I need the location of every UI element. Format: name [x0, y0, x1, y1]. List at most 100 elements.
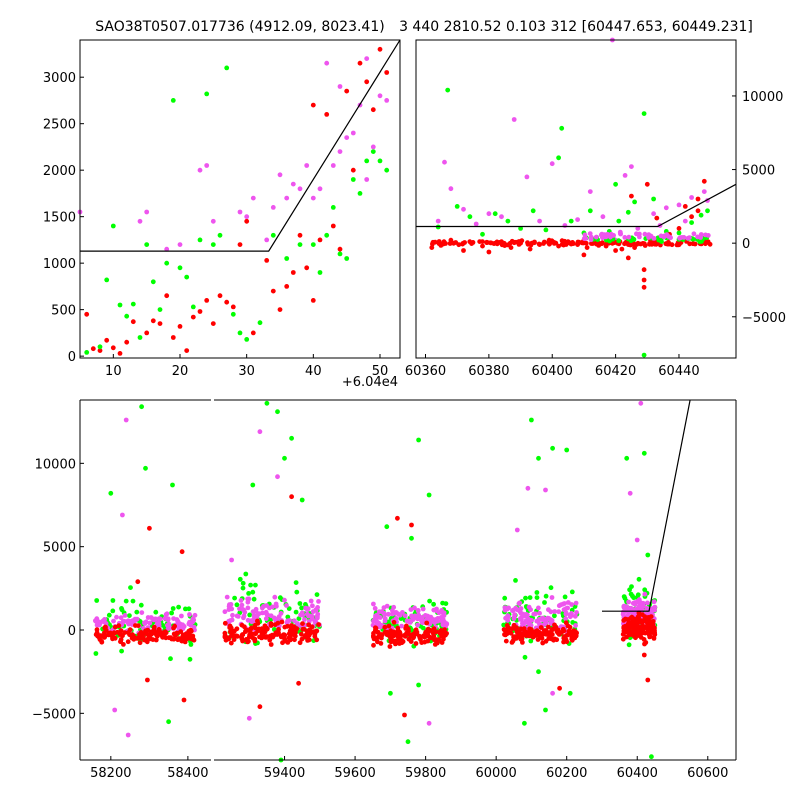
- bottom-y-tick-label: 5000: [43, 541, 76, 556]
- bottom-point: [293, 630, 298, 635]
- bottom-point: [628, 605, 634, 611]
- bottom-point: [263, 616, 269, 622]
- top-left-point: [210, 321, 216, 326]
- bottom-point: [386, 623, 392, 629]
- bottom-point: [145, 615, 151, 620]
- bottom-point: [641, 652, 647, 658]
- bottom-point: [263, 610, 269, 616]
- bottom-point: [549, 632, 555, 637]
- bottom-point: [175, 630, 180, 636]
- bottom-point: [247, 627, 253, 633]
- bottom-point: [304, 607, 310, 612]
- bottom-point: [128, 585, 133, 590]
- bottom-point: [563, 611, 569, 617]
- bottom-point: [641, 618, 646, 623]
- bottom-point: [546, 607, 551, 613]
- bottom-point: [409, 535, 414, 541]
- top-left-point: [364, 158, 370, 164]
- top-right-point: [593, 234, 599, 240]
- top-right-point: [527, 246, 533, 252]
- top-right-point: [467, 214, 473, 220]
- top-left-point: [310, 195, 316, 201]
- top-right-point: [608, 234, 613, 240]
- top-right-point: [701, 178, 707, 184]
- top-right-point: [634, 231, 639, 237]
- bottom-point: [563, 616, 569, 622]
- bottom-point: [556, 609, 562, 615]
- bottom-point: [228, 640, 234, 646]
- bottom-point: [420, 606, 426, 612]
- top-right-point: [575, 217, 580, 223]
- top-right-point: [616, 238, 622, 244]
- bottom-point: [246, 638, 251, 644]
- bottom-point: [546, 624, 551, 630]
- bottom-point: [636, 576, 642, 582]
- bottom-point: [402, 712, 407, 718]
- top-right-point: [571, 241, 576, 247]
- bottom-point: [251, 596, 257, 602]
- top-right-point: [613, 181, 618, 187]
- bottom-point: [103, 627, 109, 633]
- top-right-point: [524, 174, 530, 180]
- top-left-point: [370, 149, 376, 155]
- bottom-point: [627, 490, 633, 496]
- bottom-point: [514, 527, 520, 533]
- top-right-point: [442, 159, 447, 165]
- bottom-point: [315, 605, 320, 610]
- bottom-point: [564, 447, 570, 453]
- bottom-point: [267, 637, 273, 643]
- bottom-point: [139, 610, 145, 615]
- top-right-y-tick-label: 0: [742, 237, 750, 252]
- bottom-point: [439, 640, 445, 645]
- bottom-point: [525, 612, 530, 618]
- bottom-point: [246, 715, 252, 721]
- bottom-point: [371, 601, 376, 607]
- bottom-point: [522, 629, 527, 635]
- top-left-point: [170, 335, 176, 340]
- bottom-point: [166, 635, 172, 641]
- top-right-point: [511, 240, 517, 246]
- top-right-point: [703, 241, 708, 247]
- top-left-point: [297, 242, 303, 248]
- bottom-point: [505, 617, 511, 623]
- bottom-point: [397, 612, 403, 618]
- bottom-point: [381, 605, 387, 611]
- bottom-point: [122, 618, 127, 624]
- top-left-point: [110, 223, 116, 229]
- bottom-point: [378, 641, 384, 646]
- top-left-point: [250, 195, 256, 201]
- top-right-x-tick-label: 60360: [405, 364, 446, 379]
- bottom-point: [642, 591, 648, 597]
- top-left-point: [357, 60, 363, 66]
- top-right-point: [622, 235, 628, 240]
- bottom-point: [111, 618, 116, 624]
- top-left-point: [250, 330, 256, 336]
- top-right-point: [445, 87, 451, 93]
- bottom-point: [180, 622, 186, 628]
- bottom-point: [118, 632, 123, 637]
- bottom-point: [238, 598, 244, 603]
- bottom-point: [630, 621, 636, 627]
- bottom-point: [94, 622, 100, 628]
- bottom-point: [255, 618, 260, 624]
- bottom-point: [243, 571, 249, 577]
- bottom-point: [417, 635, 423, 641]
- bottom-point: [565, 632, 571, 638]
- bottom-point: [416, 437, 421, 443]
- top-right-point: [587, 208, 593, 214]
- bottom-point: [620, 631, 626, 637]
- bottom-point: [190, 616, 196, 622]
- top-left-point: [144, 242, 150, 248]
- top-right-point: [677, 235, 682, 241]
- bottom-point: [272, 617, 278, 622]
- bottom-point: [505, 613, 511, 619]
- bottom-point: [416, 682, 421, 688]
- top-left-point: [350, 177, 356, 182]
- top-left-point: [297, 232, 303, 238]
- top-left-point: [290, 181, 296, 187]
- top-right-point: [511, 117, 517, 122]
- top-right-point: [559, 238, 565, 244]
- bottom-point: [119, 648, 124, 654]
- top-right-point: [461, 248, 466, 253]
- bottom-point: [262, 626, 267, 632]
